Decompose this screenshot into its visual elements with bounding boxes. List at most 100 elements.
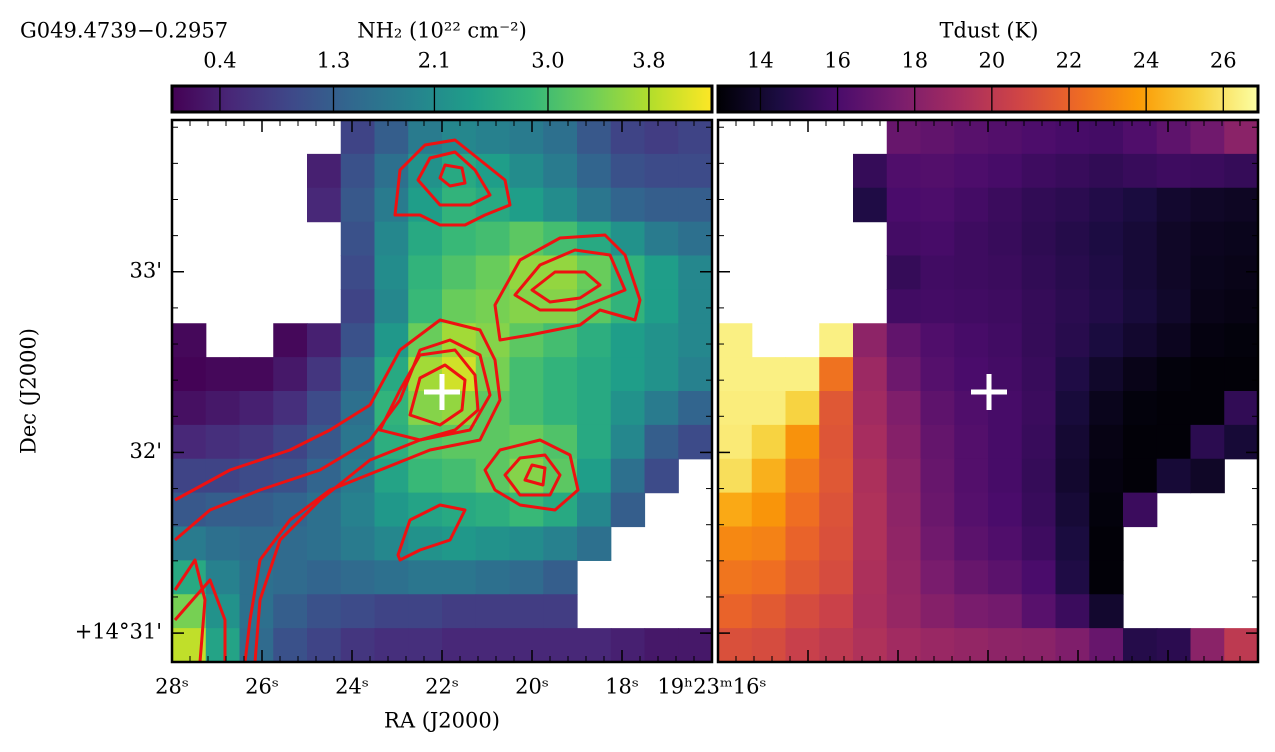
heatmap-cell <box>442 458 477 494</box>
heatmap-cell <box>1123 187 1158 223</box>
heatmap-cell <box>1021 323 1057 358</box>
heatmap-cell <box>853 391 888 426</box>
heatmap-cell <box>1055 120 1090 155</box>
contour <box>438 163 467 188</box>
heatmap-cell <box>1190 458 1225 494</box>
heatmap-cell <box>678 323 713 358</box>
heatmap-cell <box>988 526 1023 561</box>
heatmap-cell <box>509 357 544 392</box>
heatmap-cell <box>718 357 753 392</box>
heatmap-cell <box>1190 323 1225 358</box>
heatmap-cell <box>1224 424 1259 460</box>
heatmap-cell <box>920 357 955 392</box>
heatmap-cell <box>610 221 646 257</box>
contour <box>378 348 480 442</box>
heatmap-cell <box>273 357 308 392</box>
heatmap-cell <box>340 560 376 595</box>
heatmap-cell <box>1055 526 1090 561</box>
heatmap-cell <box>610 424 646 460</box>
heatmap-cell <box>853 560 888 595</box>
heatmap-cell <box>543 560 578 595</box>
heatmap-cell <box>886 628 922 663</box>
heatmap-cell <box>920 187 955 223</box>
heatmap-cell <box>954 221 989 257</box>
heatmap-cell <box>853 594 888 629</box>
heatmap-cell <box>340 594 376 629</box>
heatmap-cell <box>577 357 612 392</box>
heatmap-cell <box>307 628 342 663</box>
heatmap-cell <box>543 187 578 223</box>
heatmap-cell <box>205 391 241 426</box>
heatmap-cell <box>718 628 753 663</box>
heatmap-cell <box>475 526 511 561</box>
heatmap-cell <box>1021 187 1057 223</box>
x-tick-label: 24ˢ <box>335 675 369 699</box>
heatmap-cell <box>205 560 241 595</box>
heatmap-cell <box>509 560 544 595</box>
heatmap-cell <box>644 221 679 257</box>
heatmap-cell <box>886 255 922 290</box>
heatmap-cell <box>886 594 922 629</box>
heatmap-cell <box>954 526 989 561</box>
heatmap-cell <box>307 594 342 629</box>
heatmap-cell <box>340 526 376 561</box>
heatmap-cell <box>988 492 1023 528</box>
heatmap-cell <box>475 628 511 663</box>
heatmap-cell <box>886 526 922 561</box>
colorbar-tick-label: 0.4 <box>203 49 236 73</box>
heatmap-cell <box>1055 594 1090 629</box>
heatmap-cell <box>543 391 578 426</box>
heatmap-cell <box>785 492 820 528</box>
heatmap-cell <box>1190 153 1225 189</box>
heatmap-cell <box>1089 221 1124 257</box>
heatmap-cell <box>1089 526 1124 561</box>
heatmap-cell <box>1156 458 1192 494</box>
heatmap-cell <box>172 594 207 629</box>
x-tick-label: 18ˢ <box>605 675 639 699</box>
heatmap-cell <box>1055 289 1090 324</box>
heatmap-cell <box>785 560 820 595</box>
heatmap-cell <box>307 424 342 460</box>
heatmap-cell <box>954 289 989 324</box>
heatmap-cell <box>610 120 646 155</box>
heatmap-cell <box>785 424 820 460</box>
heatmap-cell <box>644 255 679 290</box>
heatmap-cell <box>205 628 241 663</box>
heatmap-cell <box>172 424 207 460</box>
heatmap-cell <box>954 153 989 189</box>
heatmap-cell <box>1089 289 1124 324</box>
y-tick-label: 33' <box>130 258 163 282</box>
heatmap-cell <box>988 255 1023 290</box>
heatmap-cell <box>819 357 854 392</box>
heatmap-cell <box>1190 255 1225 290</box>
heatmap-cell <box>1055 628 1090 663</box>
heatmap-cell <box>1190 289 1225 324</box>
heatmap-cell <box>340 255 376 290</box>
heatmap-cell <box>475 492 511 528</box>
heatmap-cell <box>886 560 922 595</box>
heatmap-cell <box>920 594 955 629</box>
heatmap-cell <box>819 492 854 528</box>
heatmap-cell <box>1089 560 1124 595</box>
heatmap-cell <box>1021 255 1057 290</box>
heatmap-cell <box>954 187 989 223</box>
heatmap-cell <box>1123 221 1158 257</box>
heatmap-cell <box>988 560 1023 595</box>
heatmap-cell <box>1224 153 1259 189</box>
x-tick-label: 20ˢ <box>515 675 549 699</box>
heatmap-cell <box>374 120 409 155</box>
heatmap-cell <box>475 120 511 155</box>
heatmap-cell <box>340 628 376 663</box>
heatmap-cell <box>340 323 376 358</box>
heatmap-cell <box>819 391 854 426</box>
heatmap-cell <box>988 424 1023 460</box>
contour <box>174 318 502 662</box>
contour <box>523 463 547 487</box>
heatmap-cell <box>819 526 854 561</box>
contour <box>396 503 467 562</box>
heatmap-cell <box>205 526 241 561</box>
heatmap-cell <box>954 594 989 629</box>
heatmap-cell <box>577 628 612 663</box>
heatmap-cell <box>954 560 989 595</box>
heatmap-cell <box>172 323 207 358</box>
